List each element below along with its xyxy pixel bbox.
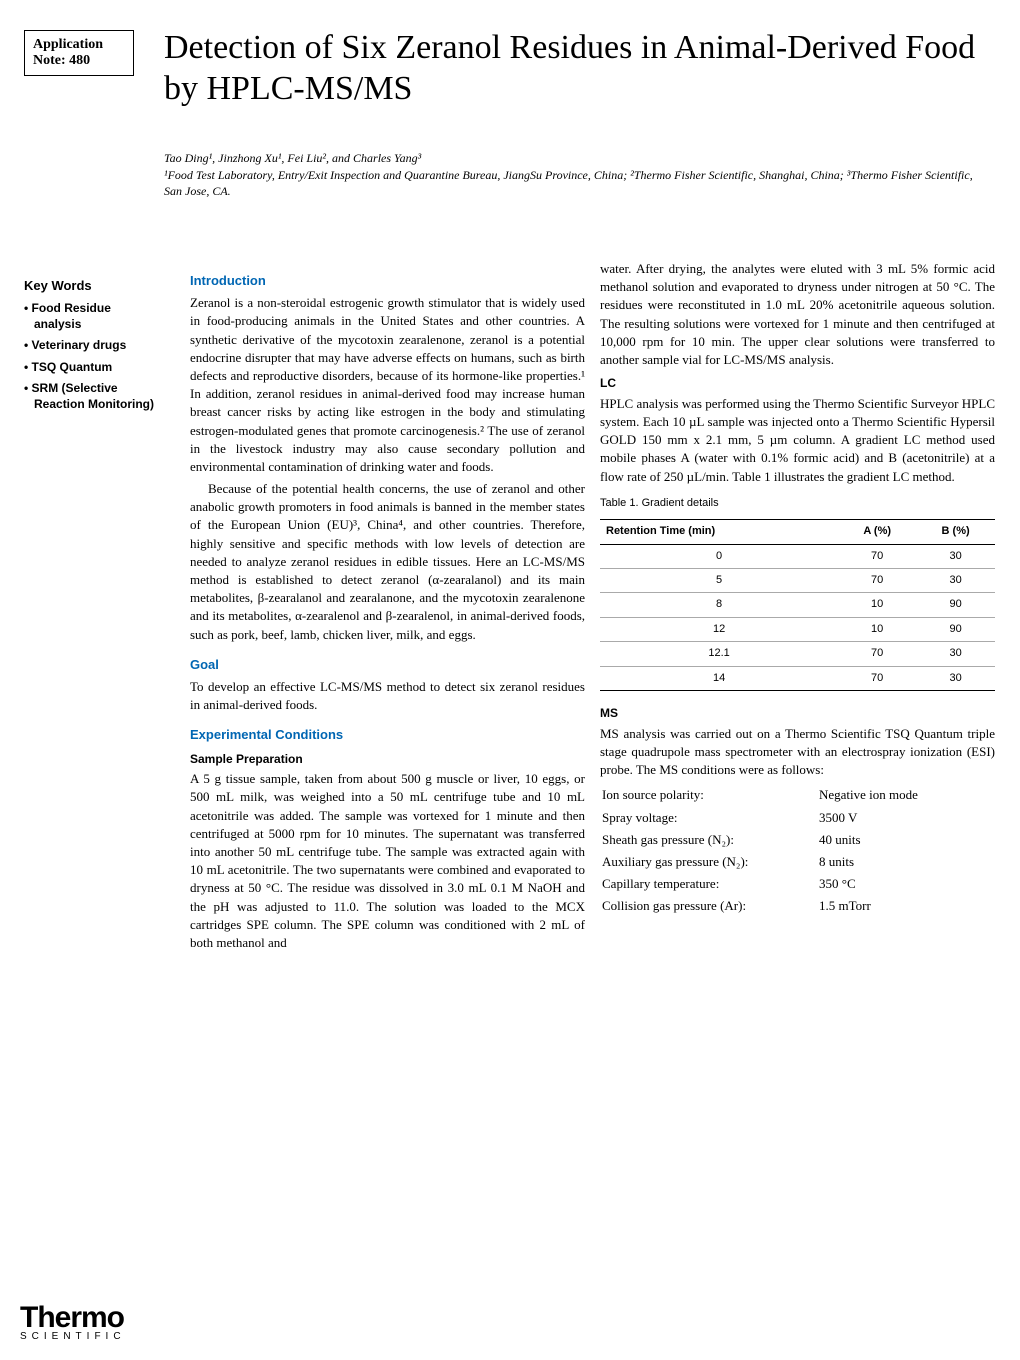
section-experimental-title: Experimental Conditions: [190, 726, 585, 744]
table-header: B (%): [916, 520, 995, 544]
sample-prep-paragraph: A 5 g tissue sample, taken from about 50…: [190, 770, 585, 952]
app-note-label2: Note: 480: [33, 53, 125, 69]
table-row: 8 10 90: [600, 593, 995, 617]
ms-paragraph: MS analysis was carried out on a Thermo …: [600, 725, 995, 780]
lc-title: LC: [600, 375, 995, 392]
lc-paragraph: HPLC analysis was performed using the Th…: [600, 395, 995, 486]
ms-params-table: Ion source polarity:Negative ion mode Sp…: [600, 783, 920, 918]
table-row: 14 70 30: [600, 666, 995, 690]
brand-logo: Thermo SCIENTIFIC: [20, 1301, 126, 1342]
right-continuation: water. After drying, the analytes were e…: [600, 260, 995, 369]
introduction-p2: Because of the potential health concerns…: [190, 480, 585, 644]
app-note-label1: Application: [33, 37, 125, 53]
keywords-list: Food Residue analysis Veterinary drugs T…: [24, 301, 154, 413]
gradient-table: Retention Time (min) A (%) B (%) 0 70 30…: [600, 519, 995, 691]
ms-param-row: Collision gas pressure (Ar):1.5 mTorr: [602, 896, 918, 916]
keyword-item: TSQ Quantum: [24, 360, 154, 376]
section-goal-title: Goal: [190, 656, 585, 674]
ms-param-row: Ion source polarity:Negative ion mode: [602, 785, 918, 805]
keywords-box: Key Words Food Residue analysis Veterina…: [24, 278, 154, 419]
ms-param-row: Sheath gas pressure (N₂):40 units: [602, 830, 918, 850]
left-column: Introduction Zeranol is a non-steroidal …: [190, 260, 585, 956]
table-caption: Table 1. Gradient details: [600, 496, 995, 511]
sample-prep-title: Sample Preparation: [190, 751, 585, 768]
authors: Tao Ding¹, Jinzhong Xu¹, Fei Liu², and C…: [164, 150, 984, 166]
logo-main: Thermo: [20, 1301, 126, 1335]
application-note-box: Application Note: 480: [24, 30, 134, 76]
keywords-title: Key Words: [24, 278, 154, 293]
ms-title: MS: [600, 705, 995, 722]
keyword-item: SRM (Selective Reaction Monitoring): [24, 381, 154, 412]
introduction-p1: Zeranol is a non-steroidal estrogenic gr…: [190, 294, 585, 476]
table-row: 5 70 30: [600, 569, 995, 593]
table-header: A (%): [838, 520, 916, 544]
ms-param-row: Spray voltage:3500 V: [602, 808, 918, 828]
goal-paragraph: To develop an effective LC-MS/MS method …: [190, 678, 585, 714]
ms-param-row: Auxiliary gas pressure (N₂):8 units: [602, 852, 918, 872]
table-row: 0 70 30: [600, 544, 995, 568]
keyword-item: Food Residue analysis: [24, 301, 154, 332]
affiliations: ¹Food Test Laboratory, Entry/Exit Inspec…: [164, 167, 984, 199]
logo-sub: SCIENTIFIC: [20, 1331, 126, 1342]
right-column: water. After drying, the analytes were e…: [600, 260, 995, 918]
ms-param-row: Capillary temperature:350 °C: [602, 874, 918, 894]
keyword-item: Veterinary drugs: [24, 338, 154, 354]
table-row: 12.1 70 30: [600, 642, 995, 666]
table-header: Retention Time (min): [600, 520, 838, 544]
table-row: 12 10 90: [600, 617, 995, 641]
page-title: Detection of Six Zeranol Residues in Ani…: [164, 28, 984, 110]
section-introduction-title: Introduction: [190, 272, 585, 290]
